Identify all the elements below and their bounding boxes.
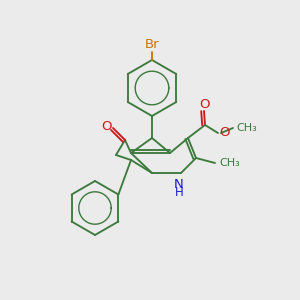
Text: CH₃: CH₃ bbox=[236, 123, 257, 133]
Text: O: O bbox=[101, 119, 111, 133]
Text: O: O bbox=[220, 127, 230, 140]
Text: Br: Br bbox=[145, 38, 159, 52]
Text: H: H bbox=[175, 187, 183, 200]
Text: N: N bbox=[174, 178, 184, 190]
Text: O: O bbox=[199, 98, 209, 110]
Text: CH₃: CH₃ bbox=[219, 158, 240, 168]
